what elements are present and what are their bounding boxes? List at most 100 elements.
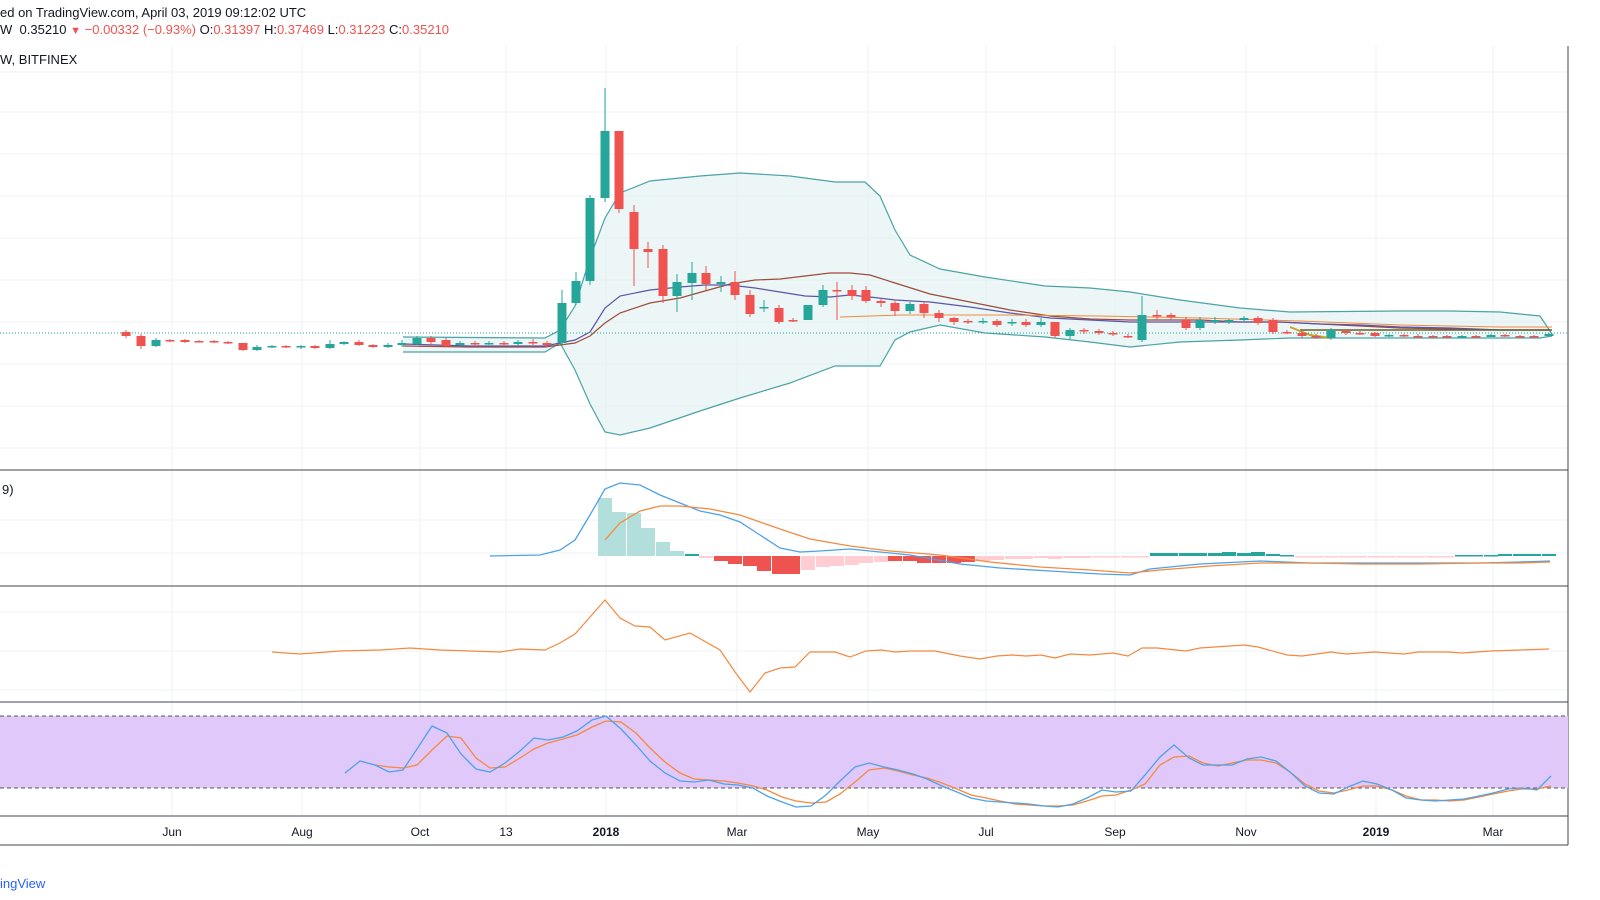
candle-body: [1500, 335, 1510, 337]
candle-body: [484, 343, 494, 345]
candle-body: [847, 290, 857, 296]
exchange-line: W, BITFINEX: [0, 52, 78, 67]
candle-body: [1442, 336, 1452, 338]
x-tick-label: Aug: [291, 825, 312, 839]
candlesticks: [121, 88, 1554, 351]
candle-body: [1108, 333, 1118, 335]
candle-body: [412, 338, 422, 344]
x-tick-label: Mar: [727, 825, 748, 839]
macd-histogram-bar: [1208, 553, 1222, 556]
macd-histogram-bar: [1077, 556, 1091, 558]
candle-body: [1224, 320, 1234, 322]
candle-body: [121, 332, 131, 336]
candle-body: [151, 340, 161, 346]
candle-body: [658, 249, 668, 296]
macd-histogram-bar: [627, 513, 641, 556]
macd-histogram-bar: [1309, 556, 1323, 558]
x-tick-label: 2018: [593, 825, 620, 839]
macd-histogram-bar: [1222, 552, 1236, 556]
candle-body: [426, 338, 436, 342]
candle-body: [1399, 335, 1409, 337]
x-tick-label: Oct: [411, 825, 430, 839]
candle-body: [238, 343, 248, 350]
price-change: −0.00332 (−0.93%): [84, 22, 196, 37]
x-tick-label: Mar: [1483, 825, 1504, 839]
macd-histogram-bar: [656, 542, 670, 556]
candle-body: [1471, 336, 1481, 338]
oscillator-line: [271, 599, 1550, 693]
candle-body: [934, 313, 944, 318]
candle-body: [1079, 330, 1089, 332]
macd-histogram-bar: [1397, 556, 1411, 558]
candle-body: [571, 281, 581, 303]
candle-body: [1210, 320, 1220, 322]
macd-histogram-bar: [990, 556, 1004, 560]
oscillator-pane: [271, 599, 1550, 693]
candle-body: [672, 282, 682, 296]
candle-body: [1428, 336, 1438, 338]
macd-histogram-bar: [1019, 556, 1033, 559]
candle-body: [1253, 318, 1263, 323]
candle-body: [745, 295, 755, 314]
candle-body: [1094, 331, 1104, 333]
candle-body: [1065, 330, 1075, 336]
candle-body: [499, 343, 509, 345]
candle-body: [1297, 333, 1307, 336]
candle-body: [368, 345, 378, 347]
candle-body: [890, 303, 900, 311]
tradingview-watermark[interactable]: ingView: [0, 876, 46, 891]
macd-histogram-bar: [932, 556, 946, 563]
macd-histogram-bar: [1251, 552, 1265, 556]
candle-body: [1355, 333, 1365, 335]
macd-legend-label: 9): [2, 482, 14, 497]
macd-histogram-bar: [801, 556, 815, 570]
moving-average-fast: [402, 284, 1550, 347]
macd-histogram-bar: [1092, 556, 1106, 558]
macd-histogram-bar: [1005, 556, 1019, 559]
macd-histogram-bar: [757, 556, 771, 571]
candle-body: [629, 212, 639, 249]
published-line: ed on TradingView.com, April 03, 2019 09…: [0, 5, 307, 20]
candle-body: [281, 346, 291, 348]
candle-body: [1529, 336, 1539, 338]
candle-body: [905, 304, 915, 311]
macd-histogram-bar: [670, 551, 684, 556]
candle-body: [1166, 315, 1176, 317]
candle-body: [1486, 335, 1496, 337]
candle-body: [339, 342, 349, 344]
candle-body: [136, 336, 146, 346]
candle-body: [730, 282, 740, 295]
macd-histogram-bar: [845, 556, 859, 565]
close-value: 0.35210: [402, 22, 450, 37]
macd-pane: [489, 482, 1556, 576]
macd-histogram-bar: [1426, 556, 1440, 558]
x-tick-label: Nov: [1235, 825, 1256, 839]
macd-histogram-bar: [1121, 556, 1135, 558]
macd-histogram-bar: [830, 556, 844, 566]
candle-body: [861, 290, 871, 301]
candle-body: [759, 307, 769, 309]
macd-histogram-bar: [685, 554, 699, 556]
x-tick-label: May: [857, 825, 880, 839]
macd-histogram-bar: [947, 556, 961, 563]
macd-histogram-bar: [816, 556, 830, 567]
bollinger-upper: [402, 172, 1553, 339]
candle-body: [1268, 320, 1278, 332]
candle-body: [1050, 322, 1060, 336]
stochastic-d-line: [374, 720, 1552, 807]
macd-histogram-bar: [1382, 556, 1396, 558]
macd-histogram-bar: [1135, 556, 1149, 558]
candle-body: [194, 341, 204, 343]
high-label: H:: [263, 22, 277, 37]
open-label: O:: [199, 22, 214, 37]
candle-body: [716, 282, 726, 284]
macd-histogram-bar: [1237, 553, 1251, 556]
stochastic-band-fill: [0, 716, 1568, 788]
candle-body: [919, 304, 929, 313]
candle-body: [383, 345, 393, 347]
candle-body: [585, 198, 595, 281]
candle-body: [1137, 315, 1147, 340]
macd-histogram-bar: [641, 528, 655, 556]
candle-body: [1341, 331, 1351, 333]
